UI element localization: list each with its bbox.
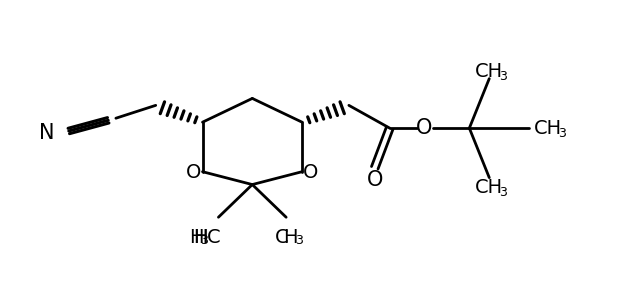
Text: CH: CH — [534, 119, 562, 138]
Text: H: H — [193, 228, 207, 246]
Text: O: O — [186, 163, 201, 182]
Text: O: O — [367, 170, 383, 190]
Text: O: O — [417, 118, 433, 138]
Text: 3: 3 — [200, 235, 209, 248]
Text: 3: 3 — [499, 186, 507, 199]
Text: CH: CH — [475, 62, 503, 81]
Text: O: O — [303, 163, 319, 182]
Text: C: C — [275, 228, 289, 246]
Text: 3: 3 — [499, 70, 507, 83]
Text: N: N — [38, 123, 54, 143]
Text: 3: 3 — [558, 126, 566, 140]
Text: H: H — [189, 228, 204, 246]
Text: 3: 3 — [295, 235, 303, 248]
Text: C: C — [207, 228, 220, 246]
Text: H: H — [283, 228, 298, 246]
Text: CH: CH — [475, 178, 503, 197]
Text: H: H — [193, 228, 207, 246]
